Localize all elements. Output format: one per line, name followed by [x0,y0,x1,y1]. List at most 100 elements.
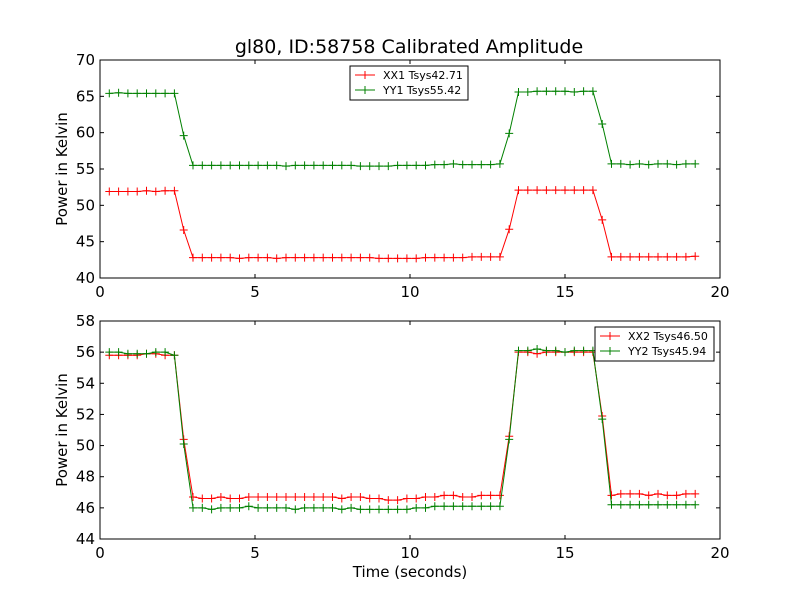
data-point [421,492,430,501]
x-tick-label: 5 [250,283,260,301]
data-point [393,254,402,263]
data-point [672,500,681,509]
data-point [570,87,579,96]
data-point [282,492,290,501]
data-point [216,492,225,501]
data-point [542,186,551,195]
data-point [244,502,253,511]
data-point [384,496,393,505]
data-point [198,503,207,512]
data-point [644,491,653,500]
data-point [505,435,514,444]
y-axis-label: Power in Kelvin [53,373,71,487]
data-point [226,161,235,170]
data-point [142,186,151,195]
data-point [626,252,635,261]
data-point [272,503,281,512]
data-point [486,160,495,169]
y-tick-label: 50 [76,437,95,455]
data-point [412,494,421,503]
data-point [309,253,318,262]
y-tick-label: 60 [76,124,95,142]
data-point [654,500,662,509]
data-point [561,348,569,357]
data-point [570,186,579,195]
data-point [542,87,551,96]
data-point [151,187,160,196]
bottom-panel: 0 5 10 15 20 44 46 48 50 52 54 56 58 Power in Kelvin T… [53,312,730,581]
data-point [607,252,616,261]
data-point [449,253,458,262]
data-point [272,492,281,501]
data-point [337,494,346,503]
data-point [681,159,690,168]
top-panel: 0 5 10 15 20 40 45 50 55 60 65 70 Power in Kelvin XX1… [53,51,730,301]
data-point [337,505,346,514]
data-point [402,505,411,514]
data-point [393,161,402,170]
legend-box [349,65,469,101]
data-point [542,346,551,355]
x-tick-label: 15 [555,544,574,562]
data-point [477,491,486,500]
data-point [430,492,439,501]
data-point [635,159,644,168]
data-point [644,160,653,169]
data-point [626,160,635,169]
data-point [254,161,263,170]
data-point [347,492,356,501]
data-point [635,252,644,261]
data-point [365,162,374,171]
data-point [300,253,309,262]
data-point [505,225,514,234]
data-point [337,161,346,170]
data-point [356,492,365,501]
data-point [207,161,216,170]
data-point [179,131,188,140]
data-point [309,492,318,501]
data-point [523,87,532,96]
data-point [672,160,681,169]
data-point [254,503,263,512]
data-point [216,503,225,512]
data-point [579,346,588,355]
series-line-2 [109,348,696,510]
data-point [635,489,644,498]
data-point [681,252,690,261]
data-point [495,252,504,261]
data-point [282,253,290,262]
y-axis-label: Power in Kelvin [53,112,71,226]
data-point [393,496,402,505]
data-point [412,161,421,170]
data-point [319,492,328,501]
y-tick-label: 40 [76,269,95,287]
data-point [449,159,458,168]
data-point [644,500,653,509]
data-point [430,253,439,262]
data-point [458,160,467,169]
legend-label: XX1 Tsys42.71 [383,69,463,82]
data-point [449,491,458,500]
data-point [421,503,430,512]
data-point [328,492,337,501]
data-point [588,186,597,195]
data-point [486,502,495,511]
data-point [309,161,318,170]
legend-label: YY2 Tsys45.94 [627,345,706,358]
data-point [347,161,356,170]
y-tick-label: 44 [76,530,95,548]
data-point [477,502,486,511]
data-point [440,491,449,500]
data-point [514,87,523,96]
data-point [105,348,114,357]
data-point [430,160,439,169]
data-point [226,494,235,503]
data-point [598,215,607,224]
data-point [402,254,411,263]
data-point [458,492,467,501]
x-tick-label: 15 [555,283,574,301]
data-point [244,492,253,501]
data-point [347,503,356,512]
data-point [189,161,197,170]
